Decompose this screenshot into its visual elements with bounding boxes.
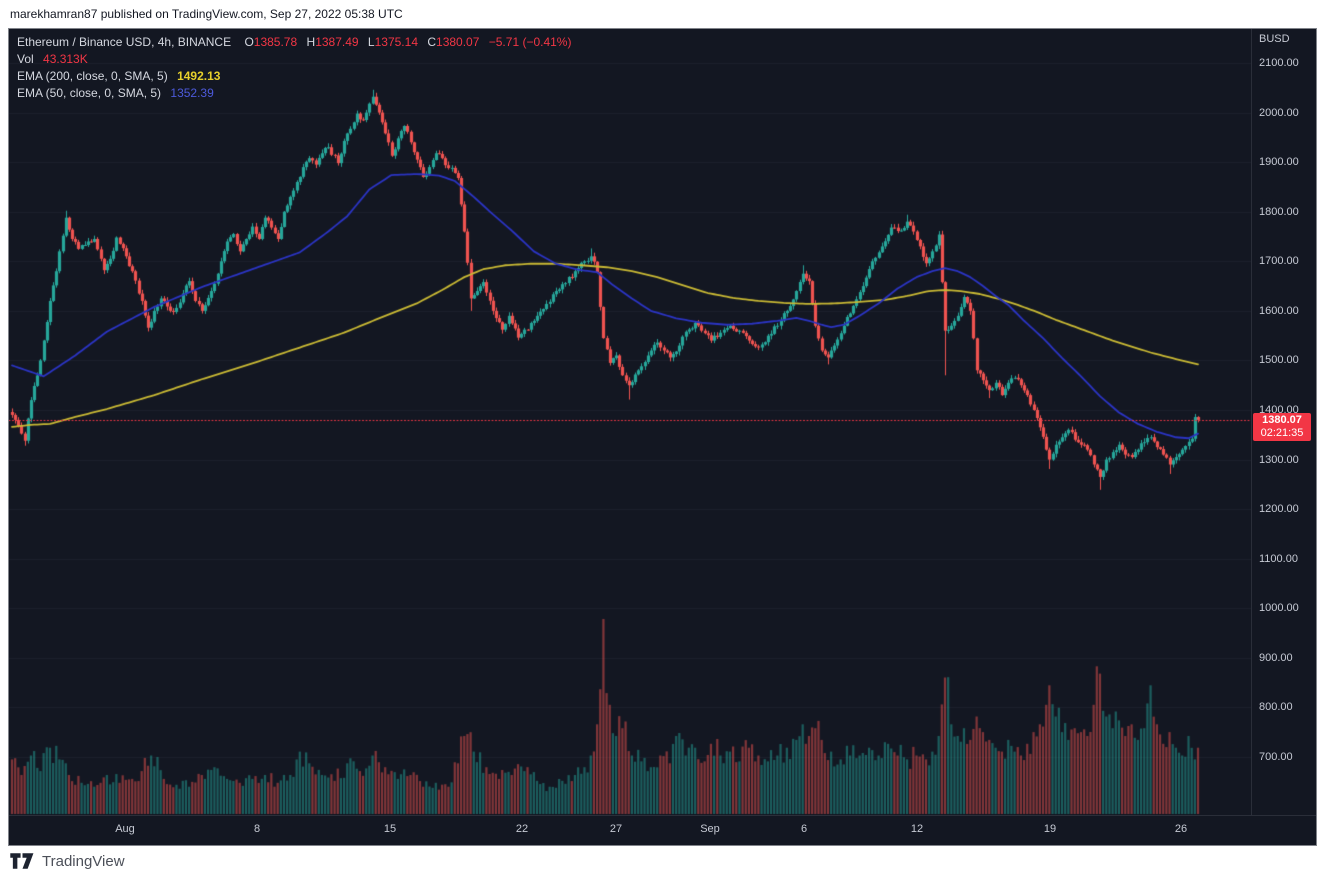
legend-ema50-row: EMA (50, close, 0, SMA, 5) 1352.39 xyxy=(17,85,571,102)
time-tick-label: 19 xyxy=(1043,823,1057,835)
price-tick-label: 1200.00 xyxy=(1259,503,1299,516)
time-tick-label: 8 xyxy=(253,823,261,835)
volume-value: 43.313K xyxy=(43,52,88,66)
legend-ema200-row: EMA (200, close, 0, SMA, 5) 1492.13 xyxy=(17,68,571,85)
ema50-value: 1352.39 xyxy=(170,86,214,100)
time-tick-label: 6 xyxy=(800,823,808,835)
attribution-text: marekhamran87 published on TradingView.c… xyxy=(10,7,403,21)
price-tick-label: 1500.00 xyxy=(1259,354,1299,367)
price-tick-label: 1700.00 xyxy=(1259,255,1299,268)
price-chart-canvas xyxy=(9,29,1251,815)
ohlc-high: H1387.49 xyxy=(306,35,359,49)
price-tick-label: 1600.00 xyxy=(1259,304,1299,317)
time-tick-label: 12 xyxy=(910,823,924,835)
price-tick-label: 2000.00 xyxy=(1259,106,1299,119)
price-axis-unit: BUSD xyxy=(1259,33,1290,45)
ema50-label: EMA (50, close, 0, SMA, 5) xyxy=(17,86,162,100)
ema200-label: EMA (200, close, 0, SMA, 5) xyxy=(17,69,168,83)
last-price-badge: 1380.07 02:21:35 xyxy=(1253,413,1311,441)
time-tick-label: 27 xyxy=(609,823,623,835)
footer-bar: TradingView xyxy=(0,846,1325,876)
price-tick-label: 1900.00 xyxy=(1259,156,1299,169)
price-tick-label: 1100.00 xyxy=(1259,552,1298,565)
price-tick-label: 1300.00 xyxy=(1259,453,1299,466)
ema200-value: 1492.13 xyxy=(177,69,221,83)
time-tick-label: Aug xyxy=(115,823,135,835)
price-tick-label: 2100.00 xyxy=(1259,57,1299,69)
last-price-value: 1380.07 xyxy=(1262,414,1302,426)
price-tick-label: 700.00 xyxy=(1259,751,1293,763)
time-tick-label: Sep xyxy=(700,823,720,835)
ohlc-open: O1385.78 xyxy=(244,35,298,49)
chart-container: Ethereum / Binance USD, 4h, BINANCE O138… xyxy=(8,28,1317,846)
time-tick-label: 22 xyxy=(515,823,529,835)
attribution-bar: marekhamran87 published on TradingView.c… xyxy=(0,0,1325,28)
time-tick-label: 15 xyxy=(383,823,397,835)
time-tick-label: 26 xyxy=(1174,823,1188,835)
ohlc-close: C1380.07 xyxy=(427,35,480,49)
price-tick-label: 800.00 xyxy=(1259,701,1293,714)
legend-symbol-row: Ethereum / Binance USD, 4h, BINANCE O138… xyxy=(17,34,571,51)
price-axis[interactable]: BUSD 1380.07 02:21:35 2100.00 2000.00 1900… xyxy=(1251,29,1316,815)
candle-countdown: 02:21:35 xyxy=(1260,427,1304,439)
time-axis[interactable]: Aug 8 15 22 27 Sep 6 12 19 26 xyxy=(9,815,1316,845)
price-tick-label: 900.00 xyxy=(1259,651,1293,664)
price-change: −5.71 (−0.41%) xyxy=(488,35,572,49)
chart-legend: Ethereum / Binance USD, 4h, BINANCE O138… xyxy=(17,34,571,102)
tradingview-logo-icon[interactable] xyxy=(10,852,35,870)
legend-volume-row: Vol 43.313K xyxy=(17,51,571,68)
ohlc-low: L1375.14 xyxy=(367,35,418,49)
symbol-title: Ethereum / Binance USD, 4h, BINANCE xyxy=(17,35,232,49)
tradingview-brand-text[interactable]: TradingView xyxy=(42,852,125,870)
price-tick-label: 1000.00 xyxy=(1259,602,1299,615)
volume-label: Vol xyxy=(17,52,34,66)
price-tick-label: 1800.00 xyxy=(1259,205,1299,218)
